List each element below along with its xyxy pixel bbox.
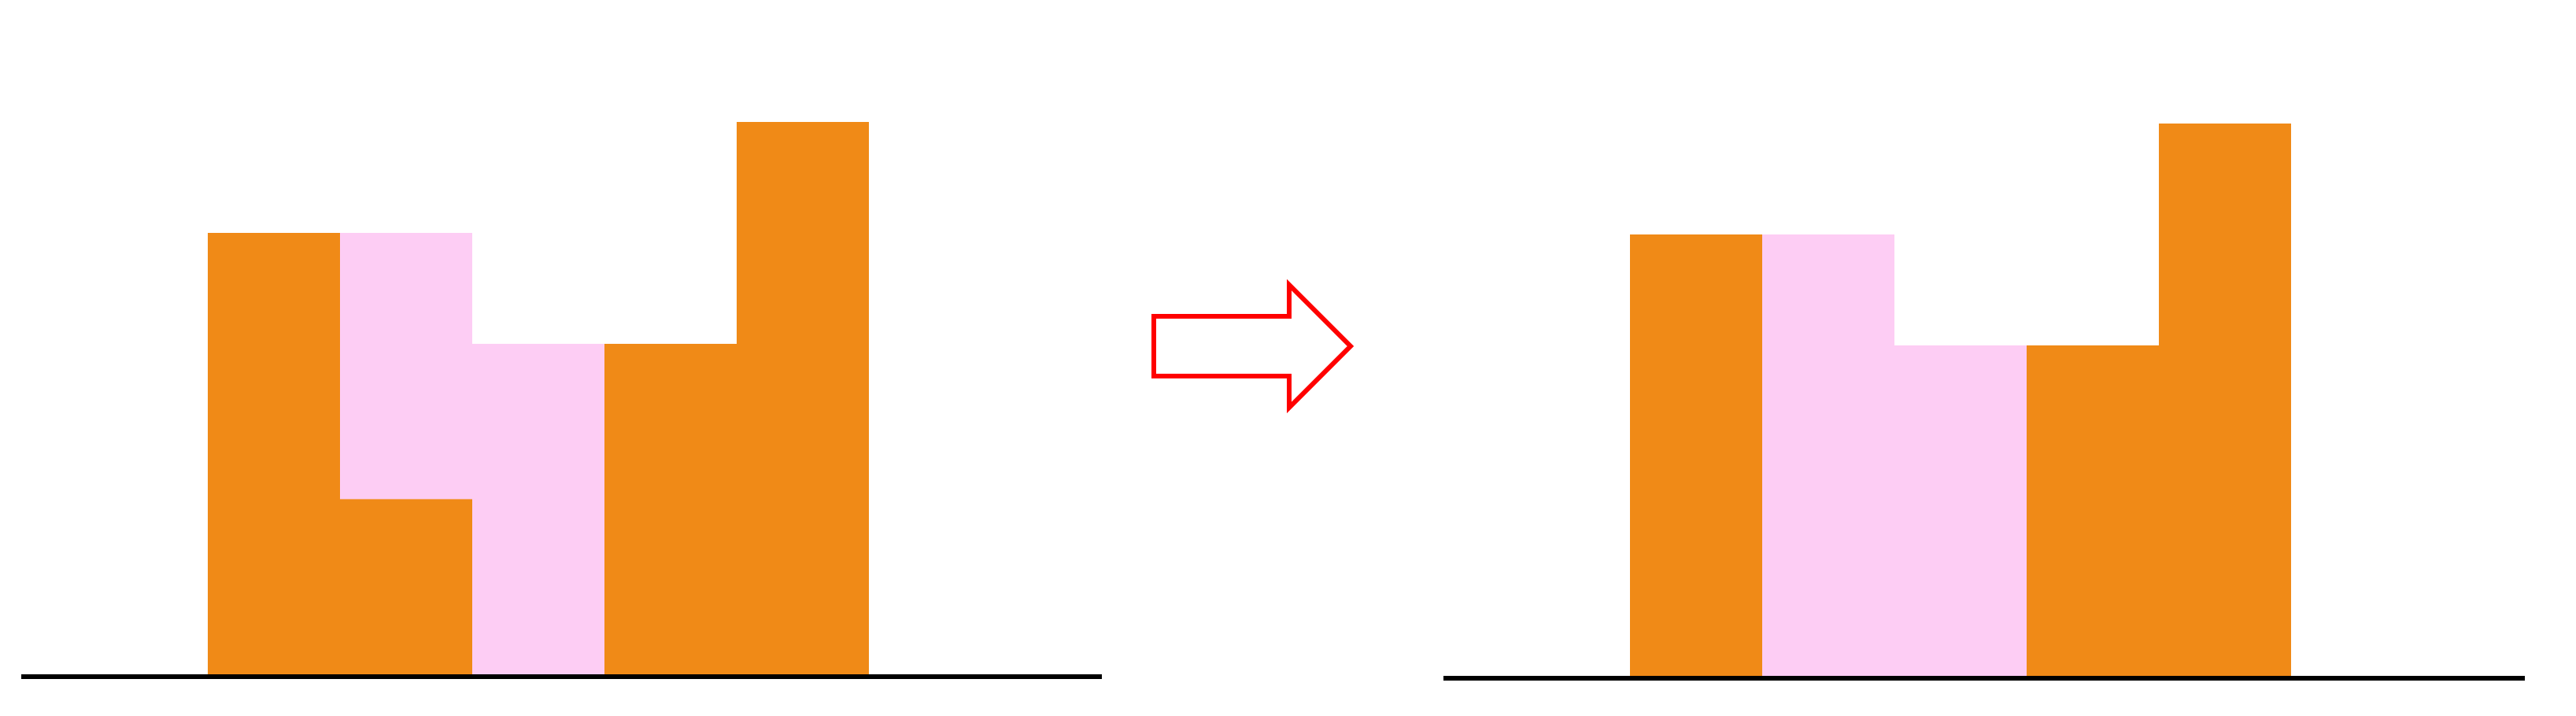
- left-water-2: [472, 344, 604, 677]
- left-panel: [208, 122, 869, 677]
- right-bar-0: [1630, 234, 1762, 678]
- left-water-1: [340, 233, 472, 500]
- left-bar-1: [340, 499, 472, 677]
- right-arrow-icon: [1151, 279, 1355, 414]
- left-bar-4: [737, 122, 869, 677]
- right-bar-3: [2027, 345, 2159, 678]
- left-bar-0: [208, 233, 340, 677]
- left-bar-3: [604, 344, 737, 677]
- right-panel: [1630, 124, 2291, 678]
- right-water-1: [1762, 234, 1894, 678]
- right-water-2: [1894, 345, 2027, 678]
- right-bar-4: [2159, 124, 2291, 678]
